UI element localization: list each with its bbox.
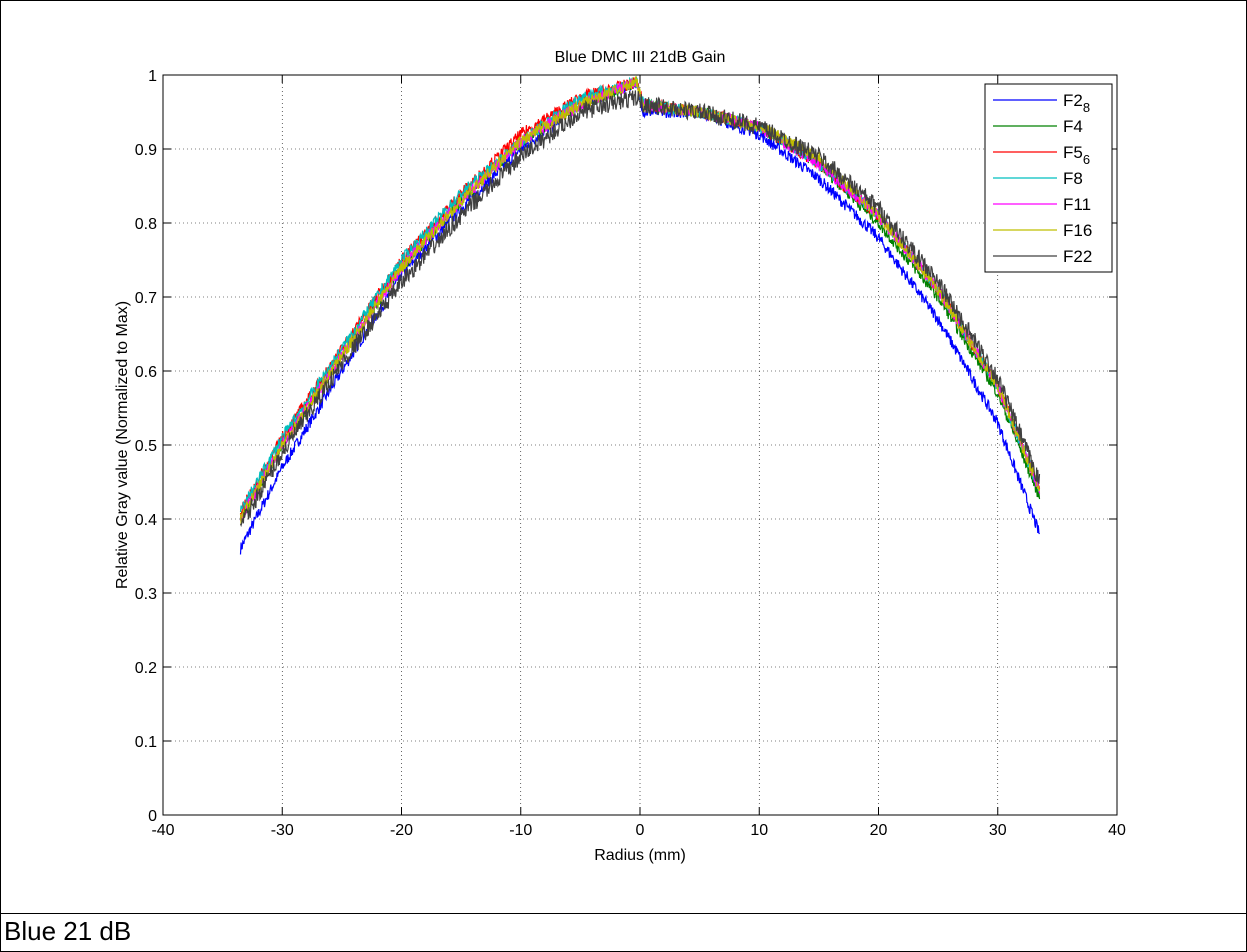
legend-label: F11 — [1063, 195, 1091, 214]
legend-label: F4 — [1063, 117, 1083, 136]
legend-label: F22 — [1063, 247, 1092, 266]
x-tick-label: 30 — [989, 822, 1007, 839]
x-tick-label: -40 — [151, 822, 174, 839]
legend-label-subscript: 8 — [1083, 100, 1090, 115]
x-tick-label: 0 — [636, 822, 645, 839]
x-tick-label: -30 — [271, 822, 294, 839]
y-tick-label: 0 — [148, 808, 157, 825]
y-tick-label: 0.7 — [135, 290, 157, 307]
y-tick-label: 0.3 — [135, 586, 157, 603]
x-tick-label: 40 — [1108, 822, 1126, 839]
series-line-f22 — [239, 90, 1041, 528]
y-tick-label: 0.2 — [135, 660, 157, 677]
y-tick-label: 1 — [148, 68, 157, 85]
x-tick-label: 10 — [750, 822, 768, 839]
y-axis-label: Relative Gray value (Normalized to Max) — [114, 301, 131, 589]
series-group — [239, 75, 1041, 555]
y-tick-label: 0.4 — [135, 512, 157, 529]
x-tick-label: -10 — [509, 822, 532, 839]
figure-caption: Blue 21 dB — [4, 916, 132, 946]
x-axis-label: Radius (mm) — [594, 847, 686, 864]
legend-label: F8 — [1063, 169, 1083, 188]
series-line-f16 — [239, 75, 1041, 524]
legend-label: F16 — [1063, 221, 1092, 240]
y-tick-label: 0.9 — [135, 142, 157, 159]
y-tick-label: 0.6 — [135, 364, 157, 381]
legend-label-subscript: 6 — [1083, 152, 1090, 167]
y-tick-label: 0.5 — [135, 438, 157, 455]
y-tick-label: 0.8 — [135, 216, 157, 233]
x-tick-label: 20 — [870, 822, 888, 839]
plot-area: -40 -30 -20 -10 0 10 20 30 40 0 0.1 0.2 0.3 0.4 0.5 0.6… — [114, 49, 1126, 864]
chart-title: Blue DMC III 21dB Gain — [555, 49, 726, 66]
y-tick-label: 0.1 — [135, 734, 157, 751]
x-tick-label: -20 — [390, 822, 413, 839]
